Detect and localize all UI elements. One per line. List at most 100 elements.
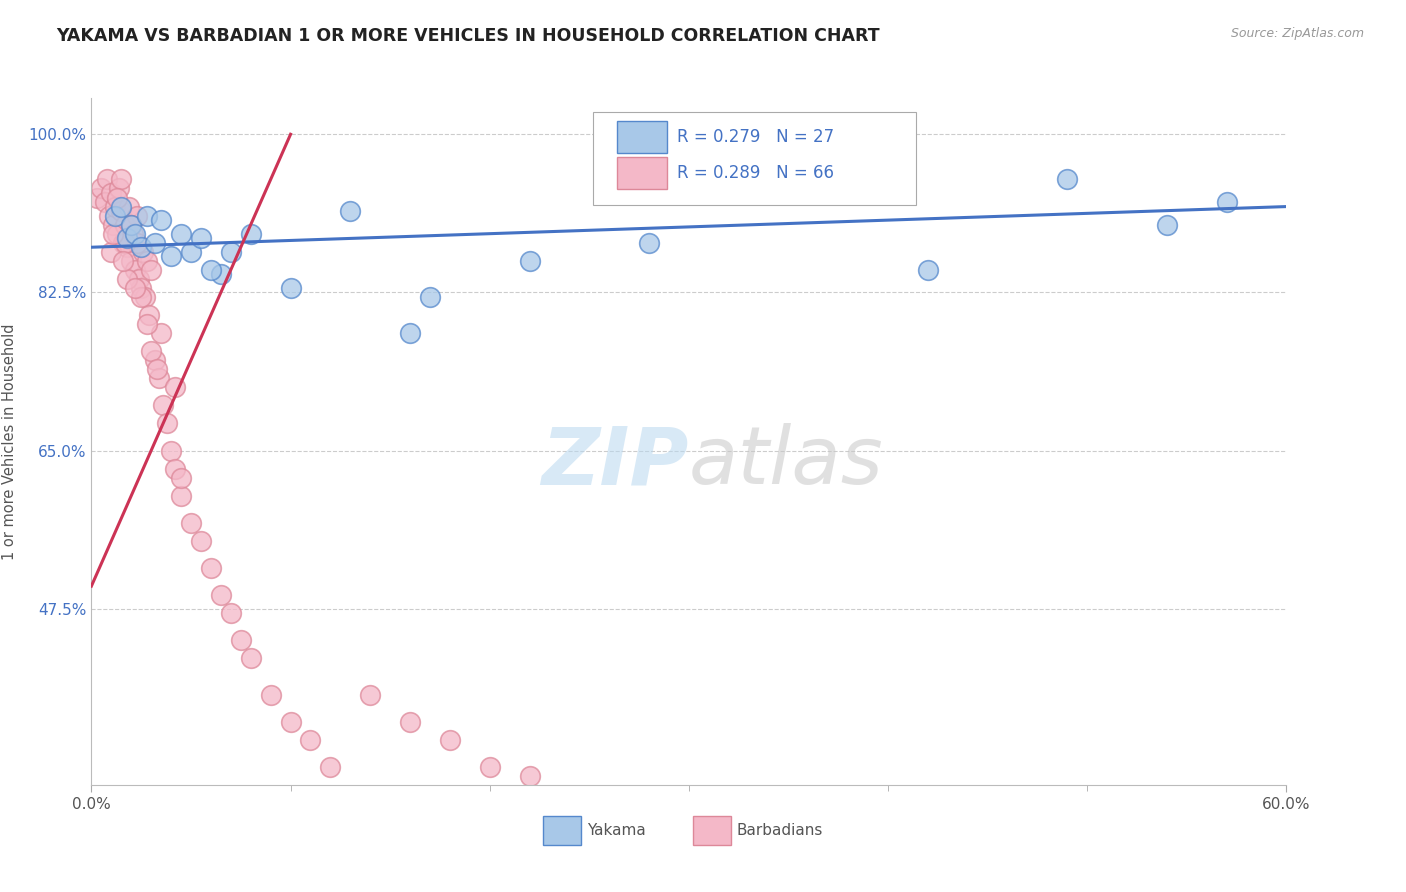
Point xyxy=(127,235,149,250)
Point xyxy=(209,588,232,602)
Text: Barbadians: Barbadians xyxy=(737,822,823,838)
Point xyxy=(138,308,160,322)
Point xyxy=(163,380,186,394)
Point xyxy=(129,290,152,304)
Point xyxy=(104,209,127,223)
Point xyxy=(143,353,166,368)
Point xyxy=(160,443,183,458)
Point xyxy=(100,244,122,259)
Point xyxy=(399,326,422,340)
Point xyxy=(359,688,381,702)
Point xyxy=(219,607,242,621)
Point xyxy=(156,417,179,431)
Point xyxy=(280,714,302,729)
Point xyxy=(200,262,222,277)
Point xyxy=(115,272,138,286)
Point xyxy=(519,769,541,783)
Point xyxy=(105,190,128,204)
Point xyxy=(96,172,118,186)
Point xyxy=(103,218,125,232)
Point xyxy=(1156,218,1178,232)
Point xyxy=(122,227,145,241)
FancyBboxPatch shape xyxy=(617,157,668,189)
Point xyxy=(146,362,169,376)
Point xyxy=(638,235,661,250)
Point xyxy=(110,172,132,186)
Point xyxy=(124,227,146,241)
Point xyxy=(280,281,302,295)
Point xyxy=(98,209,121,223)
Point xyxy=(114,218,136,232)
Point xyxy=(170,471,193,485)
Text: ZIP: ZIP xyxy=(541,423,689,501)
Point xyxy=(1056,172,1078,186)
Y-axis label: 1 or more Vehicles in Household: 1 or more Vehicles in Household xyxy=(3,323,17,560)
Point xyxy=(115,231,138,245)
Point xyxy=(209,268,232,282)
Point xyxy=(112,253,135,268)
Point xyxy=(120,218,142,232)
Point xyxy=(399,714,422,729)
Text: R = 0.289   N = 66: R = 0.289 N = 66 xyxy=(678,164,834,182)
Point xyxy=(439,732,461,747)
Point xyxy=(148,371,170,385)
Point xyxy=(170,227,193,241)
Point xyxy=(219,244,242,259)
Point xyxy=(299,732,322,747)
Point xyxy=(105,227,128,241)
Point xyxy=(141,344,162,359)
Point xyxy=(319,760,342,774)
Point xyxy=(100,186,122,200)
Point xyxy=(128,272,150,286)
Point xyxy=(141,262,162,277)
Point xyxy=(129,281,152,295)
Point xyxy=(103,227,125,241)
Point xyxy=(229,633,252,648)
Point xyxy=(180,516,202,530)
Point xyxy=(143,235,166,250)
FancyBboxPatch shape xyxy=(617,121,668,153)
Text: atlas: atlas xyxy=(689,423,884,501)
Point xyxy=(134,290,156,304)
Point xyxy=(94,195,117,210)
Point xyxy=(110,204,132,219)
Point xyxy=(150,326,173,340)
Point xyxy=(239,651,262,665)
Point xyxy=(163,461,186,475)
Point xyxy=(108,181,131,195)
Point xyxy=(917,262,939,277)
Point xyxy=(259,688,281,702)
Point xyxy=(124,262,146,277)
Text: YAKAMA VS BARBADIAN 1 OR MORE VEHICLES IN HOUSEHOLD CORRELATION CHART: YAKAMA VS BARBADIAN 1 OR MORE VEHICLES I… xyxy=(56,27,880,45)
Point xyxy=(127,209,149,223)
FancyBboxPatch shape xyxy=(543,816,582,845)
Point xyxy=(239,227,262,241)
Point xyxy=(114,235,136,250)
Point xyxy=(118,200,141,214)
Point xyxy=(124,281,146,295)
Point xyxy=(339,204,361,219)
Point xyxy=(136,253,159,268)
FancyBboxPatch shape xyxy=(593,112,917,204)
Point xyxy=(136,209,159,223)
Point xyxy=(200,561,222,575)
Point xyxy=(132,244,155,259)
Point xyxy=(419,290,441,304)
Text: R = 0.279   N = 27: R = 0.279 N = 27 xyxy=(678,128,834,145)
Text: Source: ZipAtlas.com: Source: ZipAtlas.com xyxy=(1230,27,1364,40)
Point xyxy=(110,200,132,214)
Point xyxy=(170,489,193,503)
Point xyxy=(115,240,138,254)
Point xyxy=(152,398,174,412)
Point xyxy=(478,760,501,774)
Point xyxy=(112,235,135,250)
Point xyxy=(150,213,173,227)
Point xyxy=(86,190,108,204)
Point xyxy=(190,231,212,245)
Point xyxy=(519,253,541,268)
Point xyxy=(90,181,112,195)
Point xyxy=(129,240,152,254)
Point xyxy=(190,533,212,548)
Point xyxy=(1216,195,1239,210)
Text: Yakama: Yakama xyxy=(588,822,647,838)
